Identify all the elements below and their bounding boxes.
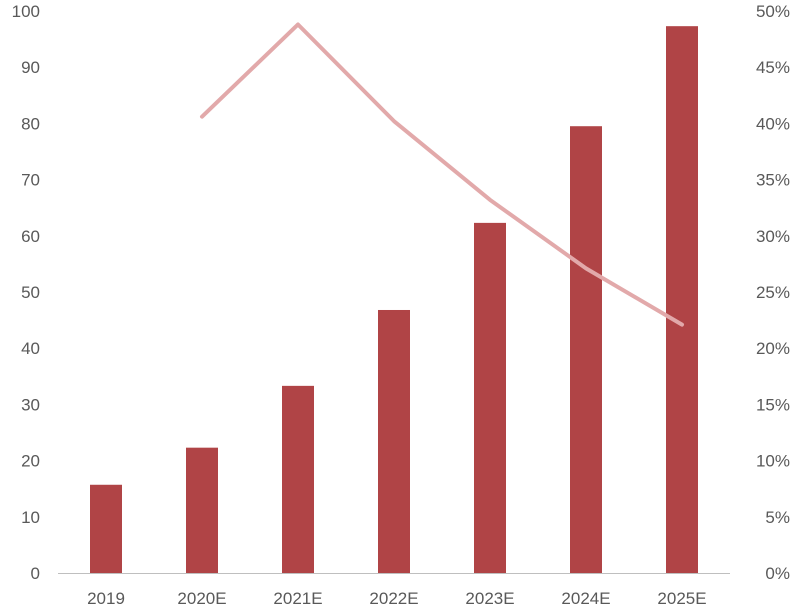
left-tick-label: 60 xyxy=(21,227,40,246)
x-tick-label: 2025E xyxy=(657,589,706,608)
left-tick-label: 90 xyxy=(21,58,40,77)
x-tick-label: 2022E xyxy=(369,589,418,608)
bar xyxy=(282,385,314,573)
x-tick-label: 2020E xyxy=(177,589,226,608)
x-tick-label: 2023E xyxy=(465,589,514,608)
right-tick-label: 50% xyxy=(756,2,790,21)
bar xyxy=(90,484,122,573)
bar xyxy=(570,126,602,574)
right-tick-label: 30% xyxy=(756,227,790,246)
bar xyxy=(666,26,698,573)
right-tick-label: 10% xyxy=(756,452,790,471)
line-series xyxy=(200,22,684,327)
left-tick-label: 50 xyxy=(21,283,40,302)
left-tick-label: 30 xyxy=(21,395,40,414)
left-tick-label: 70 xyxy=(21,171,40,190)
x-axis-ticks: 2019 2020E 2021E 2022E 2023E 2024E 2025E xyxy=(87,589,707,608)
right-tick-label: 25% xyxy=(756,283,790,302)
left-tick-label: 100 xyxy=(12,2,40,21)
x-tick-label: 2021E xyxy=(273,589,322,608)
right-tick-label: 40% xyxy=(756,114,790,133)
left-tick-label: 10 xyxy=(21,508,40,527)
bar-series xyxy=(90,26,698,574)
right-tick-label: 15% xyxy=(756,395,790,414)
left-tick-label: 40 xyxy=(21,339,40,358)
bar xyxy=(474,222,506,573)
right-tick-label: 35% xyxy=(756,171,790,190)
left-tick-label: 0 xyxy=(31,564,40,583)
right-axis-ticks: 0% 5% 10% 15% 20% 25% 30% 35% 40% 45% 50% xyxy=(756,2,790,583)
bar xyxy=(378,309,410,573)
left-tick-label: 80 xyxy=(21,114,40,133)
left-axis-ticks: 0 10 20 30 40 50 60 70 80 90 100 xyxy=(12,2,40,583)
growth-line xyxy=(200,22,684,327)
x-tick-label: 2024E xyxy=(561,589,610,608)
right-tick-label: 0% xyxy=(765,564,790,583)
left-tick-label: 20 xyxy=(21,452,40,471)
right-tick-label: 20% xyxy=(756,339,790,358)
x-tick-label: 2019 xyxy=(87,589,125,608)
right-tick-label: 5% xyxy=(765,508,790,527)
bar xyxy=(186,447,218,573)
right-tick-label: 45% xyxy=(756,58,790,77)
